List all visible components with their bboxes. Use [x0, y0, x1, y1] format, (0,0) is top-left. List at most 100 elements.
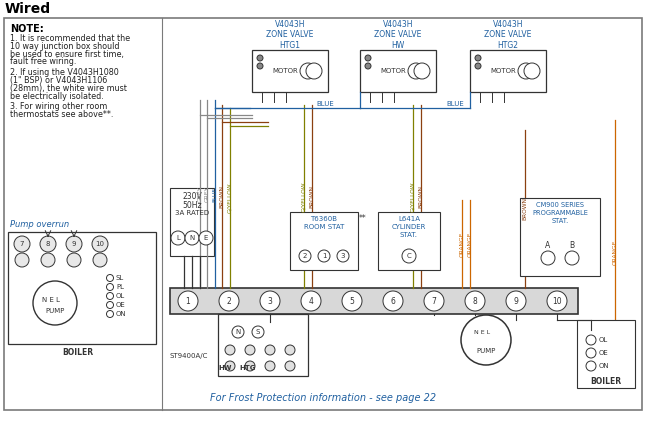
Text: 8: 8	[46, 241, 50, 247]
Circle shape	[107, 292, 113, 300]
Text: L641A: L641A	[398, 216, 420, 222]
Circle shape	[232, 326, 244, 338]
Text: BROWN: BROWN	[309, 185, 314, 208]
Text: 3A RATED: 3A RATED	[175, 210, 209, 216]
Text: 10 way junction box should: 10 way junction box should	[10, 42, 120, 51]
Text: G/YELLOW: G/YELLOW	[228, 183, 232, 213]
Text: T6360B: T6360B	[311, 216, 338, 222]
Text: STAT.: STAT.	[400, 232, 418, 238]
Circle shape	[92, 236, 108, 252]
Circle shape	[14, 236, 30, 252]
Circle shape	[475, 55, 481, 61]
Text: ST9400A/C: ST9400A/C	[170, 353, 208, 359]
Text: GREY: GREY	[197, 186, 203, 202]
Circle shape	[245, 345, 255, 355]
Text: ORANGE: ORANGE	[468, 231, 472, 257]
Circle shape	[257, 63, 263, 69]
Circle shape	[365, 63, 371, 69]
Circle shape	[225, 361, 235, 371]
Text: be electrically isolated.: be electrically isolated.	[10, 92, 104, 100]
Text: OL: OL	[599, 337, 608, 343]
Text: thermostats see above**.: thermostats see above**.	[10, 110, 113, 119]
Text: fault free wiring.: fault free wiring.	[10, 57, 76, 66]
Circle shape	[107, 274, 113, 281]
Text: PL: PL	[116, 284, 124, 290]
Text: 2: 2	[303, 253, 307, 259]
Circle shape	[342, 291, 362, 311]
Text: N E L: N E L	[42, 297, 60, 303]
Bar	[360, 50, 436, 92]
Text: OE: OE	[116, 302, 126, 308]
Text: 230V: 230V	[182, 192, 202, 201]
Text: B: B	[569, 241, 575, 251]
Text: C: C	[406, 253, 411, 259]
Text: PUMP: PUMP	[45, 308, 65, 314]
Text: (1" BSP) or V4043H1106: (1" BSP) or V4043H1106	[10, 76, 107, 85]
Circle shape	[66, 236, 82, 252]
Circle shape	[199, 231, 213, 245]
Text: ON: ON	[599, 363, 609, 369]
Text: A: A	[545, 241, 551, 251]
Text: N E L: N E L	[474, 330, 490, 335]
Text: S: S	[256, 329, 260, 335]
Circle shape	[565, 251, 579, 265]
Bar	[170, 188, 214, 256]
Text: N: N	[190, 235, 195, 241]
Text: 10: 10	[552, 297, 562, 306]
Text: BROWN: BROWN	[523, 197, 527, 221]
Circle shape	[318, 250, 330, 262]
Bar	[8, 232, 156, 344]
Circle shape	[265, 361, 275, 371]
Text: 1: 1	[186, 297, 190, 306]
Circle shape	[414, 63, 430, 79]
Text: HW: HW	[218, 365, 232, 371]
Text: 9: 9	[72, 241, 76, 247]
Circle shape	[219, 291, 239, 311]
Text: V4043H
ZONE VALVE
HTG2: V4043H ZONE VALVE HTG2	[485, 20, 532, 50]
Bar	[378, 212, 440, 270]
Circle shape	[40, 236, 56, 252]
Text: ORANGE: ORANGE	[613, 240, 617, 265]
Text: (28mm), the white wire must: (28mm), the white wire must	[10, 84, 127, 93]
Text: STAT.: STAT.	[551, 218, 569, 224]
Text: SL: SL	[116, 275, 124, 281]
Circle shape	[260, 291, 280, 311]
Text: For Frost Protection information - see page 22: For Frost Protection information - see p…	[210, 393, 436, 403]
Circle shape	[265, 345, 275, 355]
Circle shape	[586, 335, 596, 345]
Circle shape	[524, 63, 540, 79]
Circle shape	[586, 348, 596, 358]
Text: V4043H
ZONE VALVE
HW: V4043H ZONE VALVE HW	[375, 20, 422, 50]
Text: L: L	[176, 235, 180, 241]
Circle shape	[547, 291, 567, 311]
Text: HTG: HTG	[240, 365, 256, 371]
Circle shape	[506, 291, 526, 311]
Circle shape	[171, 231, 185, 245]
Bar	[218, 314, 308, 376]
Text: BOILER: BOILER	[63, 348, 94, 357]
Circle shape	[424, 291, 444, 311]
Text: 9: 9	[514, 297, 518, 306]
Text: E: E	[204, 235, 208, 241]
Circle shape	[225, 345, 235, 355]
Text: MOTOR: MOTOR	[380, 68, 406, 74]
Text: Pump overrun: Pump overrun	[10, 220, 69, 229]
Text: Wired: Wired	[5, 2, 51, 16]
Text: 7: 7	[432, 297, 437, 306]
Circle shape	[518, 63, 534, 79]
Text: 4: 4	[309, 297, 313, 306]
Bar	[577, 320, 635, 388]
Text: G/YELLOW: G/YELLOW	[302, 181, 307, 212]
Circle shape	[475, 63, 481, 69]
Circle shape	[301, 291, 321, 311]
Text: 8: 8	[472, 297, 477, 306]
Text: 50Hz: 50Hz	[182, 201, 202, 210]
Text: MOTOR: MOTOR	[272, 68, 298, 74]
Text: BROWN: BROWN	[219, 185, 225, 208]
Circle shape	[586, 361, 596, 371]
Circle shape	[33, 281, 77, 325]
Circle shape	[178, 291, 198, 311]
Text: 2: 2	[226, 297, 232, 306]
Circle shape	[300, 63, 316, 79]
Text: 3: 3	[268, 297, 272, 306]
